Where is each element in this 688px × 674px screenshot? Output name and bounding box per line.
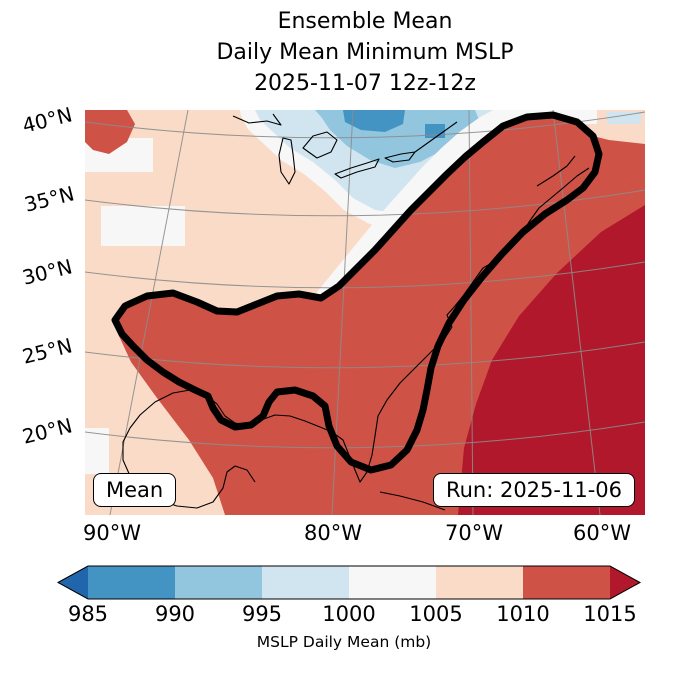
colorbar-tick-995: 995 (241, 602, 283, 626)
lon-tick-80w: 80°W (304, 521, 362, 545)
field-white-patch-2 (101, 206, 185, 246)
field-red-patch-topleft (85, 110, 135, 154)
colorbar-tick-1010: 1010 (496, 602, 550, 626)
thick-mslp-contour (111, 111, 603, 474)
coastline-nova-scotia (536, 155, 576, 187)
lat-tick-30n: 30°N (19, 254, 75, 290)
field-dark-red-region (458, 205, 645, 515)
lake-huron (302, 131, 338, 159)
parallel-25n (85, 341, 645, 369)
coastline-st-lawrence (414, 121, 458, 153)
lake-michigan (278, 137, 296, 185)
colorbar-axis-label: MSLP Daily Mean (mb) (256, 633, 432, 651)
field-dark-blue-patch-1 (343, 110, 405, 132)
coastline-cuba (379, 491, 446, 511)
meridian-70w (468, 110, 474, 515)
colorbar-segment-1000-1005 (349, 566, 436, 599)
title-line-2: Daily Mean Minimum MSLP (216, 40, 514, 65)
colorbar-segment-990-995 (175, 566, 262, 599)
colorbar-segment-1005-1010 (436, 566, 523, 599)
lat-tick-20n: 20°N (19, 413, 75, 449)
lat-tick-35n: 35°N (21, 181, 77, 217)
coastline-mexico-yucatan (122, 427, 256, 509)
parallel-40n (85, 111, 645, 139)
run-label-box: Run: 2025-11-06 (432, 473, 635, 507)
colorbar-tick-985: 985 (67, 602, 109, 626)
colorbar-left-arrow (58, 566, 88, 599)
mslp-map-svg (85, 110, 645, 515)
colorbar-segment-995-1000 (262, 566, 349, 599)
map-plot-area: Mean Run: 2025-11-06 (85, 110, 645, 515)
colorbar-segment-1010-1015 (523, 566, 610, 599)
title-line-1: Ensemble Mean (277, 9, 453, 34)
colorbar-tick-1000: 1000 (322, 602, 376, 626)
lon-tick-60w: 60°W (573, 521, 631, 545)
meridian-60w (552, 110, 601, 515)
field-pale-blue-patch-topright (607, 112, 641, 124)
lake-ontario (384, 151, 416, 163)
field-white-coastal-strip (312, 110, 530, 313)
lon-tick-90w: 90°W (83, 521, 141, 545)
field-white-patch-3 (85, 428, 109, 474)
lat-tick-25n: 25°N (19, 333, 75, 369)
colorbar-right-arrow (610, 566, 640, 599)
field-dark-blue-patch-3 (425, 124, 445, 138)
chart-title: Ensemble Mean Daily Mean Minimum MSLP 20… (85, 6, 645, 99)
colorbar-segment-985-990 (88, 566, 175, 599)
lat-tick-40n: 40°N (19, 102, 75, 138)
lon-tick-70w: 70°W (445, 521, 503, 545)
mean-label-box: Mean (93, 473, 177, 507)
lake-erie (334, 158, 380, 179)
colorbar-tick-990: 990 (154, 602, 196, 626)
title-line-3: 2025-11-07 12z-12z (254, 71, 476, 96)
parallel-20n (85, 421, 645, 449)
colorbar-outline (56, 565, 642, 600)
lake-superior (232, 113, 282, 126)
colorbar-tick-1015: 1015 (583, 602, 637, 626)
colorbar-svg (56, 565, 642, 600)
parallel-30n (85, 261, 645, 289)
colorbar-tick-1005: 1005 (409, 602, 463, 626)
